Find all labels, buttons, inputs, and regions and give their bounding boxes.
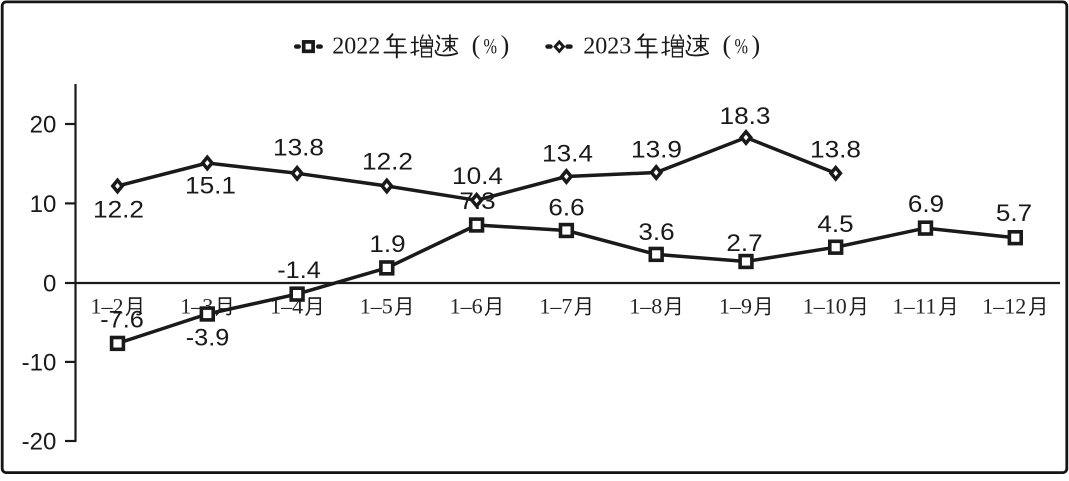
svg-text:10.4: 10.4 — [452, 163, 503, 190]
svg-text:1–10: 1–10 — [803, 294, 847, 319]
svg-text:0: 0 — [43, 271, 56, 298]
svg-text:1.9: 1.9 — [369, 231, 405, 258]
svg-text:13.8: 13.8 — [273, 135, 324, 162]
svg-text:3.6: 3.6 — [638, 219, 674, 246]
svg-text:20: 20 — [30, 112, 57, 139]
svg-text:): ) — [501, 31, 510, 60]
svg-text:13.9: 13.9 — [631, 137, 682, 164]
svg-text:6.6: 6.6 — [548, 195, 584, 222]
svg-text:-7.6: -7.6 — [100, 306, 144, 333]
svg-text:10: 10 — [30, 191, 57, 218]
svg-text:1–7: 1–7 — [539, 294, 572, 319]
svg-text:2023: 2023 — [583, 34, 631, 60]
svg-text:-20: -20 — [22, 429, 57, 456]
svg-text:13.4: 13.4 — [542, 140, 593, 167]
svg-text:13.8: 13.8 — [810, 137, 861, 164]
svg-text:2.7: 2.7 — [726, 230, 762, 257]
svg-text:18.3: 18.3 — [720, 103, 771, 130]
svg-text:-1.4: -1.4 — [277, 257, 321, 284]
svg-text:1–12: 1–12 — [982, 294, 1026, 319]
svg-text:15.1: 15.1 — [185, 173, 236, 200]
svg-text:5.7: 5.7 — [996, 200, 1032, 227]
svg-text:(: ( — [723, 31, 732, 60]
svg-text:): ) — [752, 31, 761, 60]
svg-text:1–11: 1–11 — [893, 294, 937, 319]
svg-text:6.9: 6.9 — [908, 191, 944, 218]
svg-text:(: ( — [472, 31, 481, 60]
svg-text:12.2: 12.2 — [93, 197, 144, 224]
svg-text:-10: -10 — [22, 349, 57, 376]
svg-text:1–2: 1–2 — [91, 294, 124, 319]
svg-text:1–5: 1–5 — [360, 294, 393, 319]
svg-text:%: % — [734, 34, 748, 59]
svg-text:12.2: 12.2 — [362, 148, 413, 175]
svg-text:2022: 2022 — [332, 34, 380, 60]
svg-text:1–6: 1–6 — [450, 294, 483, 319]
svg-text:-3.9: -3.9 — [186, 324, 230, 351]
svg-text:1–9: 1–9 — [719, 294, 752, 319]
svg-text:1–8: 1–8 — [629, 294, 662, 319]
svg-text:%: % — [484, 34, 498, 59]
svg-text:4.5: 4.5 — [817, 211, 853, 238]
